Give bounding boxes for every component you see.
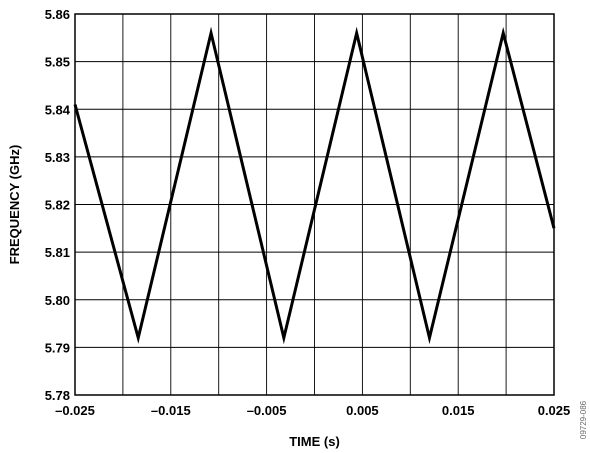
y-tick-label: 5.79	[45, 340, 70, 355]
y-tick-label: 5.82	[45, 198, 70, 213]
y-tick-label: 5.86	[45, 7, 70, 22]
x-tick-label: –0.005	[247, 403, 287, 418]
y-tick-label: 5.81	[45, 245, 70, 260]
x-tick-label: –0.015	[151, 403, 191, 418]
y-tick-label: 5.78	[45, 388, 70, 403]
x-tick-label: –0.025	[55, 403, 95, 418]
y-tick-label: 5.83	[45, 150, 70, 165]
x-tick-label: 0.015	[442, 403, 475, 418]
figure-id: 09729-086	[579, 400, 588, 439]
x-axis-title: TIME (s)	[289, 434, 340, 449]
tick-labels: –0.025 –0.015 –0.005 0.005 0.015 0.025 5.78 5.7…	[45, 7, 571, 418]
x-tick-label: 0.005	[346, 403, 379, 418]
y-tick-label: 5.85	[45, 55, 70, 70]
y-axis-title: FREQUENCY (GHz)	[7, 145, 22, 265]
y-tick-label: 5.84	[45, 102, 71, 117]
x-tick-label: 0.025	[538, 403, 571, 418]
y-tick-label: 5.80	[45, 293, 70, 308]
